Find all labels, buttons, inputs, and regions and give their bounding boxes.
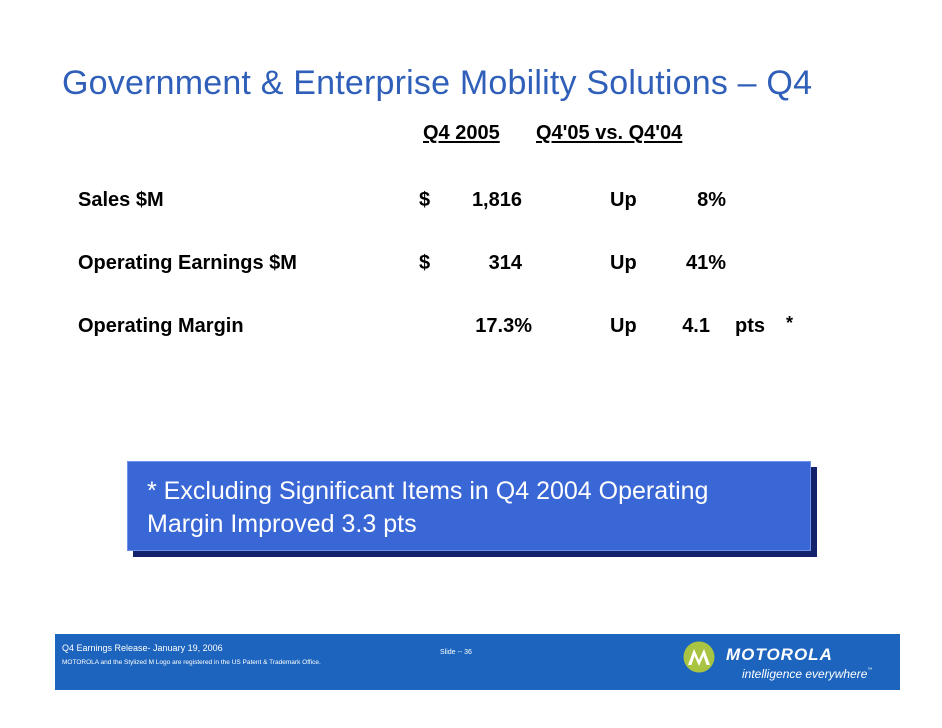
operating-earnings-value: 314 (488, 252, 522, 274)
callout-line-2: Margin Improved 3.3 pts (147, 510, 417, 538)
row-label-operating-margin: Operating Margin (78, 315, 244, 337)
currency-symbol: $ (419, 252, 431, 274)
motorola-logo-icon (683, 641, 715, 673)
tagline-text: intelligence everywhere (742, 667, 868, 681)
row-label-sales: Sales $M (78, 189, 164, 211)
operating-earnings-change: 41% (685, 252, 726, 274)
sales-value: 1,816 (471, 189, 522, 211)
column-header-q4-2005: Q4 2005 (423, 122, 500, 144)
slide-title: Government & Enterprise Mobility Solutio… (62, 64, 813, 102)
brand-name: MOTOROLA (726, 645, 833, 664)
operating-earnings-direction: Up (610, 252, 637, 274)
sales-change: 8% (697, 189, 726, 211)
operating-margin-value: 17.3% (475, 315, 532, 337)
callout-text: * Excluding Significant Items in Q4 2004… (147, 475, 708, 541)
operating-margin-unit: pts (735, 315, 765, 337)
footer-legal-notice: MOTOROLA and the Stylized M Logo are reg… (62, 659, 321, 666)
trademark-mark: ™ (867, 667, 873, 673)
row-label-operating-earnings: Operating Earnings $M (78, 252, 297, 274)
callout-box: * Excluding Significant Items in Q4 2004… (127, 461, 811, 551)
sales-direction: Up (610, 189, 637, 211)
currency-symbol: $ (419, 189, 431, 211)
footer-bar: Q4 Earnings Release- January 19, 2006 MO… (55, 634, 900, 690)
brand-tagline: intelligence everywhere™ (742, 667, 872, 681)
operating-margin-direction: Up (610, 315, 637, 337)
operating-margin-change: 4.1 (682, 315, 710, 337)
slide-number: Slide -- 36 (440, 649, 472, 656)
column-header-comparison: Q4'05 vs. Q4'04 (536, 122, 683, 144)
callout-line-1: * Excluding Significant Items in Q4 2004… (147, 477, 709, 505)
footnote-marker: * (786, 313, 794, 333)
footer-release-date: Q4 Earnings Release- January 19, 2006 (62, 643, 223, 653)
